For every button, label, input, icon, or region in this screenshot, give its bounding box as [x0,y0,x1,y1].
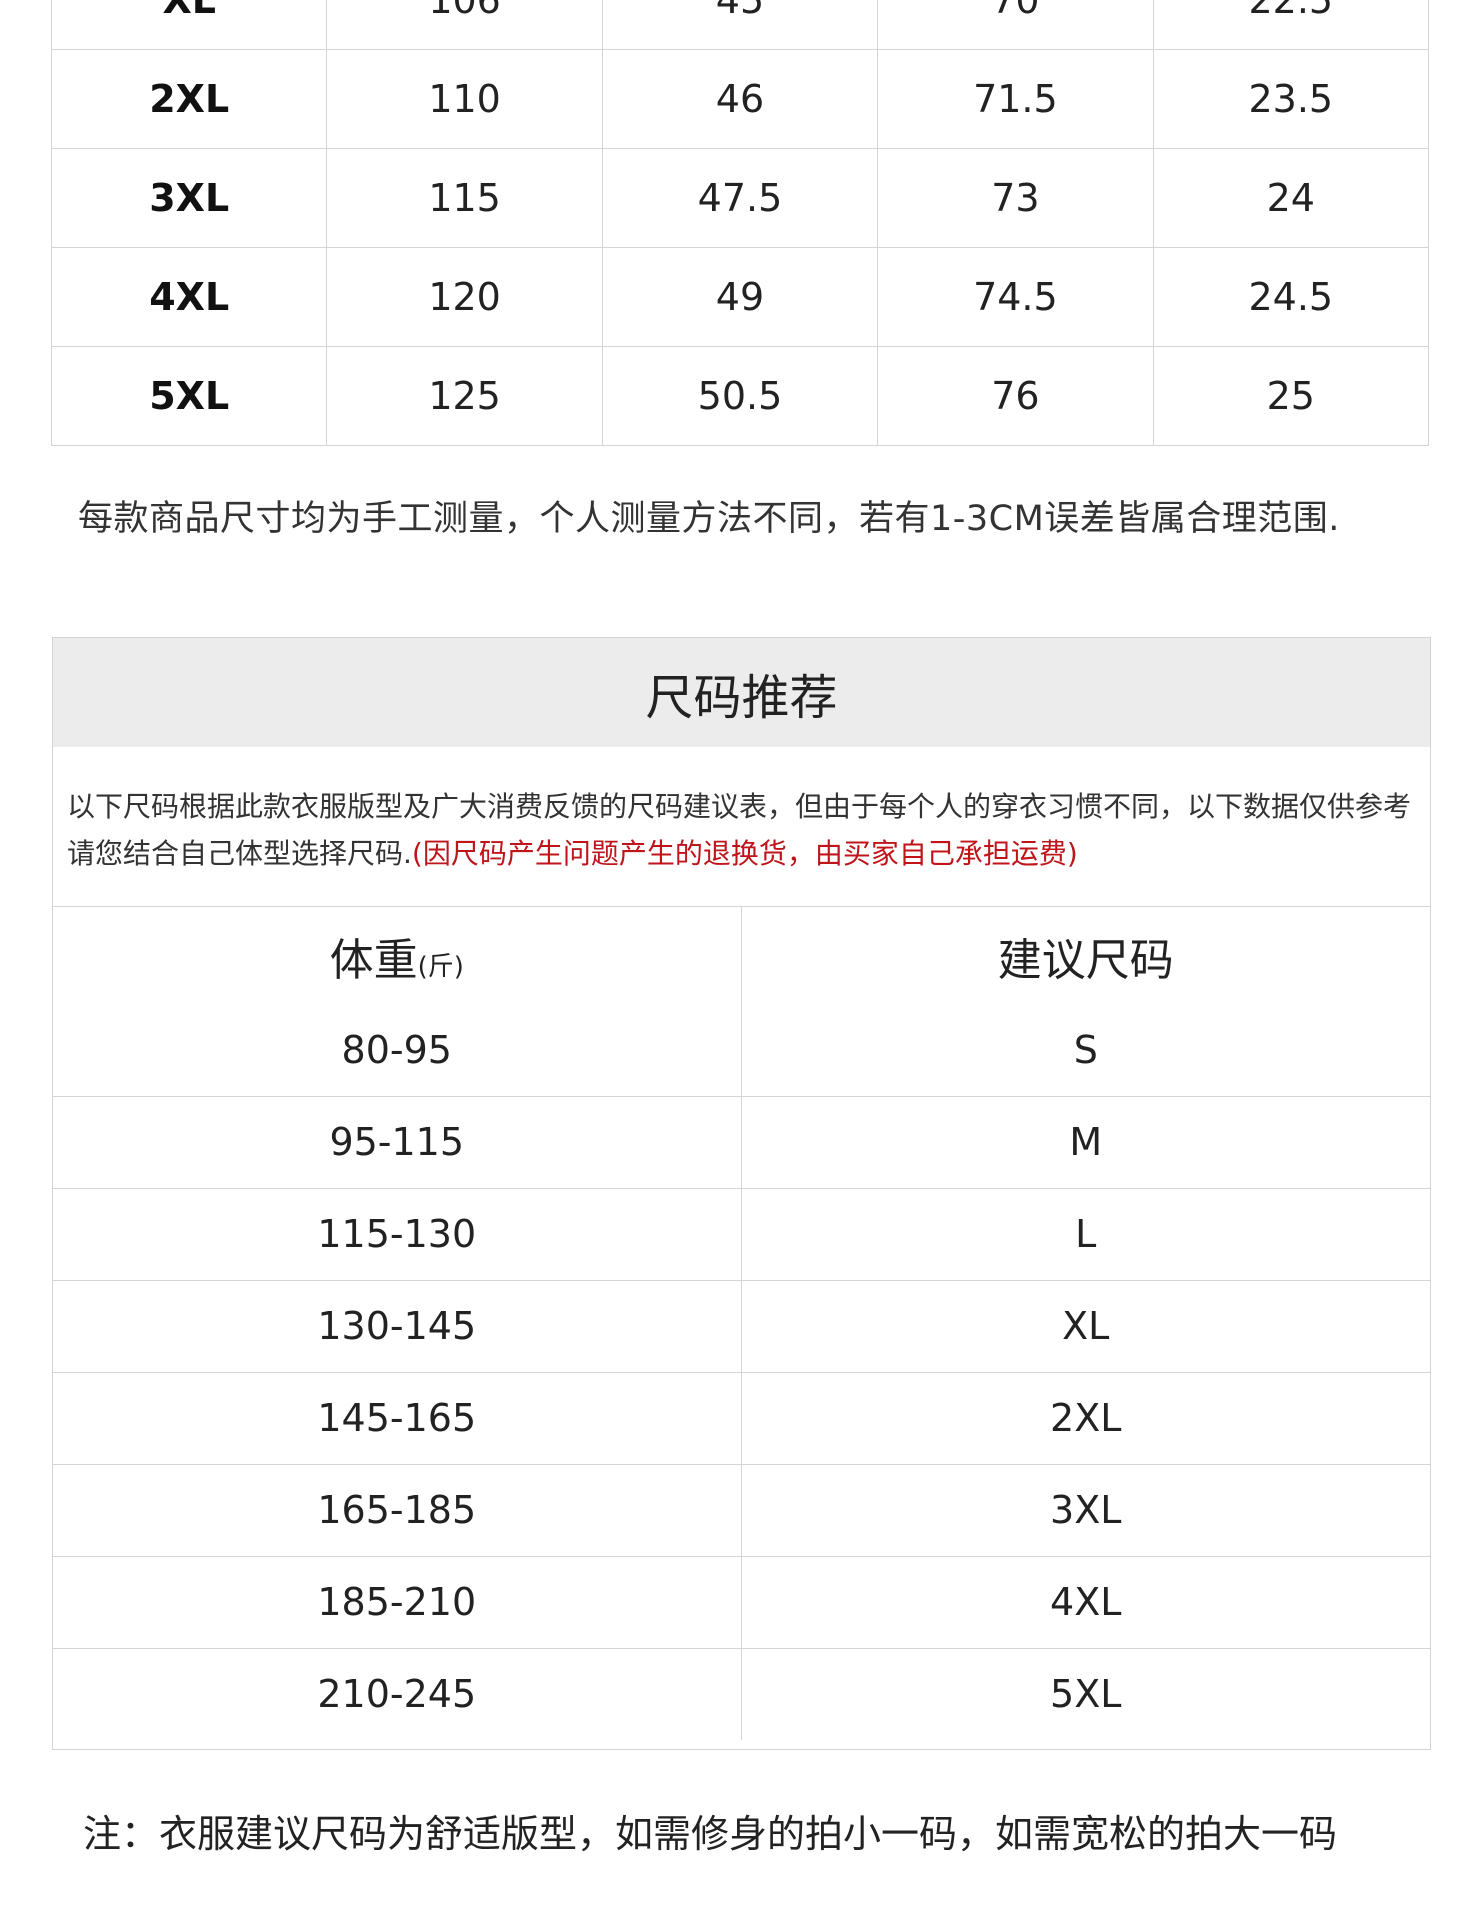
table-row: 2XL 110 46 71.5 23.5 [50,49,1430,149]
table-row: 5XL 125 50.5 76 25 [50,346,1430,446]
weight-cell: 130-145 [53,1280,742,1373]
size-cell: XL [50,0,328,50]
size-cell: S [741,1004,1430,1097]
measurement-cell: 50.5 [601,346,879,446]
size-cell: 2XL [50,49,328,149]
measurement-cell: 46 [601,49,879,149]
measurement-cell: 73 [877,148,1154,248]
measurement-cell: 45 [601,0,879,50]
size-recommendation-panel: 尺码推荐 以下尺码根据此款衣服版型及广大消费反馈的尺码建议表，但由于每个人的穿衣… [52,637,1431,1750]
weight-cell: 145-165 [53,1372,742,1465]
measurement-cell: 115 [326,148,603,248]
weight-cell: 95-115 [53,1096,742,1189]
measurement-cell: 24 [1152,148,1430,248]
size-cell: 5XL [1050,1672,1122,1717]
size-cell: 4XL [741,1556,1430,1649]
size-measurement-table: XL 106 45 70 22.5 2XL 110 46 71.5 23.5 3XL 115 47.5 7… [50,0,1430,446]
measurement-cell: 24.5 [1152,247,1430,347]
measurement-cell: 76 [877,346,1154,446]
weight-cell: 80-95 [53,1004,742,1097]
table-row: 145-165 2XL [53,1372,1430,1465]
measurement-cell: 25 [1152,346,1430,446]
measurement-cell: 70 [877,0,1154,50]
weight-header-label: 体重 [329,934,418,986]
size-cell: 2XL [741,1372,1430,1465]
measurement-cell: 110 [326,49,603,149]
weight-cell: 185-210 [53,1556,742,1649]
recommendation-description: 以下尺码根据此款衣服版型及广大消费反馈的尺码建议表，但由于每个人的穿衣习惯不同，… [53,747,1430,907]
measurement-note: 每款商品尺寸均为手工测量，个人测量方法不同，若有1-3CM误差皆属合理范围. [78,499,1340,539]
table-row: 130-145 XL [53,1280,1430,1373]
weight-cell: 165-185 [53,1464,742,1557]
weight-header: 体重(斤) [53,907,742,1004]
size-cell: L [741,1188,1430,1281]
table-row: 210-245 5XL [53,1648,1430,1740]
table-header-row: 体重(斤) 建议尺码 [53,907,1430,1004]
size-cell: 5XL [50,346,328,446]
table-row: 95-115 M [53,1096,1430,1189]
measurement-cell: 47.5 [601,148,879,248]
weight-cell: 210-245 [53,1648,742,1740]
table-row: 185-210 4XL [53,1556,1430,1649]
size-header: 建议尺码 [997,934,1174,986]
measurement-cell: 23.5 [1152,49,1430,149]
weight-cell: 115-130 [53,1188,742,1281]
measurement-cell: 74.5 [877,247,1154,347]
measurement-cell: 49 [601,247,879,347]
measurement-cell: 125 [326,346,603,446]
measurement-cell: 120 [326,247,603,347]
size-cell: 3XL [741,1464,1430,1557]
weight-unit: (斤) [417,951,464,982]
size-cell: XL [741,1280,1430,1373]
return-shipping-warning: (因尺码产生问题产生的退换货，由买家自己承担运费) [411,837,1078,870]
size-cell: 4XL [50,247,328,347]
table-row: XL 106 45 70 22.5 [50,0,1430,50]
recommendation-title: 尺码推荐 [53,638,1430,747]
table-row: 3XL 115 47.5 73 24 [50,148,1430,248]
table-row: 4XL 120 49 74.5 24.5 [50,247,1430,347]
footer-note: 注：衣服建议尺码为舒适版型，如需修身的拍小一码，如需宽松的拍大一码 [83,1812,1338,1856]
table-row: 165-185 3XL [53,1464,1430,1557]
measurement-cell: 106 [326,0,603,50]
table-row: 115-130 L [53,1188,1430,1281]
size-cell: 3XL [50,148,328,248]
measurement-cell: 71.5 [877,49,1154,149]
size-recommendation-table: 体重(斤) 建议尺码 80-95 S 95-115 M 115-130 L 130-145 X… [53,907,1430,1740]
measurement-cell: 22.5 [1152,0,1430,50]
table-row: 80-95 S [53,1004,1430,1097]
description-text: 以下尺码根据此款衣服版型及广大消费反馈的尺码建议表，但由于每个人的穿衣习惯不同，… [67,790,1412,870]
size-cell: M [741,1096,1430,1189]
